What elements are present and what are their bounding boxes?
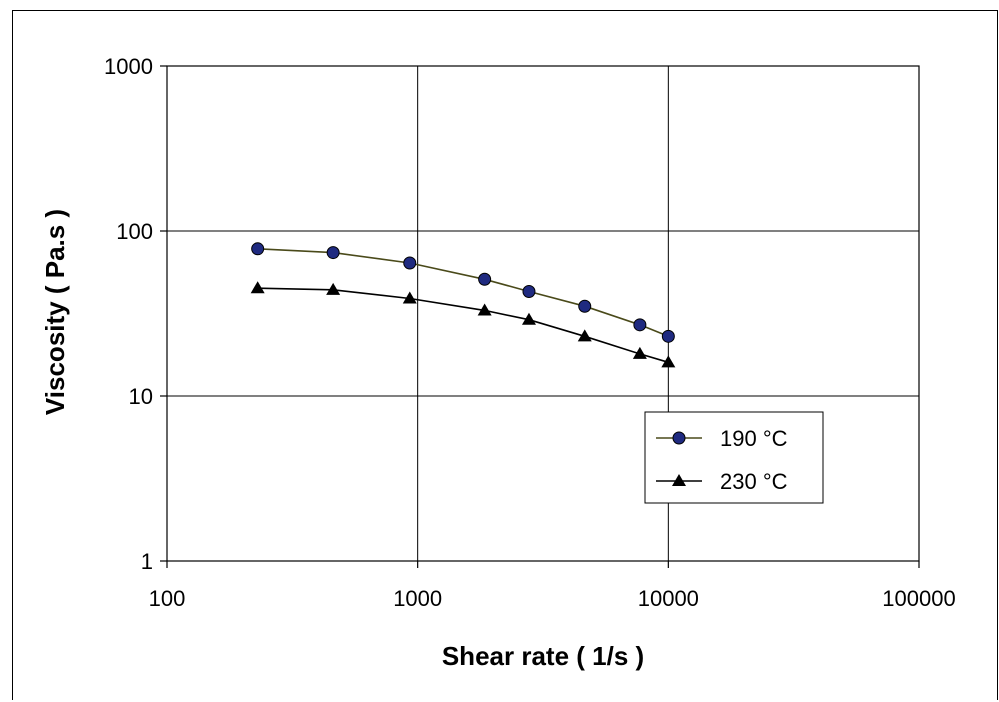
data-point-triangle bbox=[577, 329, 592, 342]
data-point-triangle bbox=[402, 291, 417, 304]
data-point-circle bbox=[478, 272, 492, 286]
data-point-circle bbox=[251, 242, 265, 256]
legend-marker-230 bbox=[672, 474, 686, 486]
legend: 190 °C 230 °C bbox=[644, 411, 824, 504]
data-point-triangle bbox=[521, 312, 536, 325]
tick-layer: 100 1000 10000 100000 1 10 100 1000 bbox=[104, 54, 956, 611]
x-tick-label: 10000 bbox=[638, 586, 699, 611]
series-line bbox=[257, 248, 669, 338]
y-axis-title: Viscosity ( Pa.s ) bbox=[40, 209, 70, 415]
data-point-circle bbox=[578, 299, 592, 313]
data-point-triangle bbox=[250, 281, 265, 294]
series-line bbox=[257, 287, 669, 364]
data-point-circle bbox=[633, 318, 647, 332]
legend-box bbox=[644, 411, 824, 504]
data-point-circle bbox=[403, 256, 417, 270]
x-tick-label: 1000 bbox=[393, 586, 442, 611]
legend-label-230: 230 °C bbox=[720, 469, 788, 494]
data-point-circle bbox=[522, 284, 536, 298]
data-point-triangle bbox=[477, 303, 492, 316]
y-tick-label: 100 bbox=[116, 219, 153, 244]
legend-marker-190 bbox=[672, 431, 686, 445]
legend-label-190: 190 °C bbox=[720, 426, 788, 451]
x-axis-title: Shear rate ( 1/s ) bbox=[442, 641, 644, 671]
chart-frame bbox=[12, 10, 998, 700]
data-point-triangle bbox=[632, 346, 647, 359]
y-tick-label: 1000 bbox=[104, 54, 153, 79]
y-tick-label: 10 bbox=[129, 384, 153, 409]
plot-area bbox=[166, 65, 920, 562]
data-point-triangle bbox=[326, 282, 341, 295]
data-point-circle bbox=[661, 329, 675, 343]
x-tick-label: 100000 bbox=[882, 586, 955, 611]
x-tick-label: 100 bbox=[149, 586, 186, 611]
data-point-triangle bbox=[661, 355, 676, 368]
y-tick-label: 1 bbox=[141, 549, 153, 574]
series-layer bbox=[250, 242, 676, 368]
data-point-circle bbox=[326, 246, 340, 260]
